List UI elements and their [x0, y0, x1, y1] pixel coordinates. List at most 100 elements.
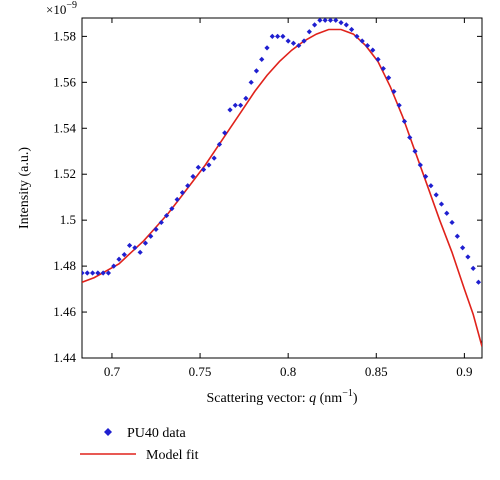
- data-point: [391, 88, 397, 95]
- data-point: [121, 252, 127, 258]
- data-point: [354, 33, 360, 39]
- y-tick-label: 1.44: [53, 350, 76, 365]
- data-point: [359, 38, 365, 44]
- data-point: [444, 210, 450, 216]
- data-point: [237, 102, 244, 108]
- plot-area: [82, 18, 482, 347]
- data-point: [333, 18, 339, 23]
- data-point: [460, 245, 466, 251]
- y-tick-label: 1.56: [53, 74, 76, 89]
- data-point: [116, 256, 122, 262]
- y-axis-label: Intensity (a.u.): [17, 147, 32, 229]
- x-tick-label: 0.7: [104, 364, 121, 379]
- data-point: [317, 18, 323, 23]
- data-point: [259, 56, 265, 62]
- data-point: [338, 19, 344, 26]
- data-point: [407, 134, 413, 141]
- x-tick-label: 0.75: [189, 364, 212, 379]
- data-point: [243, 95, 249, 102]
- data-point: [401, 118, 408, 124]
- x-tick-label: 0.85: [365, 364, 388, 379]
- data-point: [449, 219, 455, 226]
- data-point: [195, 164, 201, 170]
- data-point: [423, 173, 429, 180]
- data-point: [253, 68, 260, 74]
- data-point: [274, 33, 281, 39]
- data-point: [153, 226, 159, 232]
- data-point: [396, 102, 402, 108]
- scale-base: ×10: [46, 2, 66, 17]
- data-point: [232, 102, 238, 108]
- data-point: [179, 189, 186, 196]
- data-point: [322, 18, 328, 23]
- plot-frame: [81, 17, 483, 359]
- y-tick-label: 1.54: [53, 120, 76, 135]
- scale-exponent: −9: [66, 0, 77, 11]
- y-tick-label: 1.48: [53, 258, 76, 273]
- data-point: [343, 22, 349, 28]
- data-point: [364, 42, 371, 49]
- data-point: [417, 162, 423, 168]
- data-point: [132, 245, 138, 251]
- x-axis-label: Scattering vector: q (nm−1): [206, 388, 357, 406]
- data-point: [370, 47, 376, 53]
- data-point: [465, 254, 471, 260]
- data-point: [375, 56, 381, 62]
- y-axis: 1.44 1.46 1.48 1.5 1.52 1.54 1.56 1.58: [53, 28, 482, 365]
- x-tick-label: 0.8: [280, 364, 296, 379]
- data-point: [248, 79, 254, 85]
- data-point: [190, 173, 196, 180]
- data-point: [163, 212, 170, 219]
- y-tick-label: 1.46: [53, 304, 76, 319]
- legend-label-data: PU40 data: [127, 426, 187, 441]
- data-point: [200, 167, 207, 173]
- data-point: [285, 38, 291, 44]
- model-fit-line: [82, 28, 482, 347]
- data-point: [206, 162, 212, 168]
- data-point: [470, 265, 476, 272]
- data-point: [137, 249, 143, 255]
- data-point: [454, 233, 460, 239]
- data-point: [211, 155, 217, 161]
- data-point: [301, 38, 307, 44]
- scale-factor: ×10−9: [46, 0, 77, 17]
- data-point: [412, 148, 418, 154]
- data-point: [148, 233, 154, 239]
- data-point: [280, 33, 286, 39]
- data-point: [349, 26, 355, 33]
- data-point: [428, 183, 434, 189]
- data-point: [142, 240, 149, 246]
- data-point: [475, 279, 482, 285]
- data-point: [105, 270, 112, 276]
- data-point: [264, 45, 270, 51]
- y-tick-label: 1.5: [60, 212, 76, 227]
- data-point: [290, 40, 297, 46]
- data-point: [169, 206, 175, 212]
- data-point: [158, 219, 164, 226]
- data-point: [174, 196, 180, 203]
- data-point: [306, 29, 312, 35]
- data-point: [433, 192, 439, 198]
- data-point: [89, 270, 96, 276]
- data-point: [386, 75, 392, 81]
- data-point: [100, 270, 106, 276]
- legend-label-fit: Model fit: [146, 448, 199, 463]
- data-point: [185, 183, 191, 189]
- data-point: [222, 130, 228, 136]
- data-point: [95, 270, 101, 276]
- data-point: [82, 270, 85, 276]
- data-point: [269, 33, 275, 39]
- data-point: [84, 270, 90, 276]
- data-point: [327, 18, 334, 23]
- x-axis: 0.7 0.75 0.8 0.85 0.9: [104, 18, 473, 379]
- data-point: [216, 141, 223, 147]
- data-point: [126, 242, 133, 249]
- x-tick-label: 0.9: [456, 364, 472, 379]
- data-point: [438, 201, 445, 207]
- legend: PU40 data Model fit: [80, 426, 199, 463]
- legend-marker-data: [104, 428, 112, 436]
- data-point: [227, 107, 233, 113]
- data-point: [111, 263, 117, 269]
- data-point: [311, 22, 318, 28]
